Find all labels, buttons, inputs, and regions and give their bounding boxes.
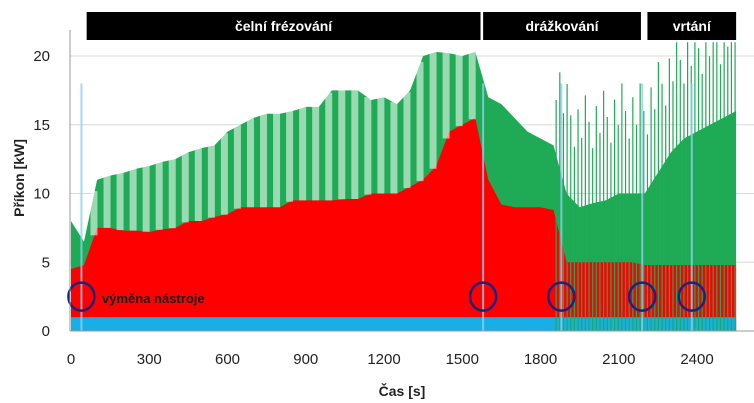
pass-gap — [116, 172, 124, 231]
x-tick-label: 2400 — [680, 351, 713, 368]
pass-gap — [468, 51, 476, 120]
x-tick-label: 600 — [215, 351, 240, 368]
x-tick-label: 1200 — [367, 351, 400, 368]
pass-gap — [273, 112, 281, 208]
x-tick-label: 1500 — [446, 351, 479, 368]
tool-change-annotation: výměna nástroje — [102, 291, 205, 306]
x-tick-label: 0 — [67, 351, 75, 368]
x-tick-label: 2100 — [602, 351, 635, 368]
y-tick-label: 20 — [33, 48, 50, 65]
pass-gap — [181, 152, 189, 223]
phase-bars: čelní frézování drážkování vrtání — [86, 12, 737, 40]
pass-gap — [364, 97, 372, 195]
phase-bar — [483, 12, 641, 40]
y-tick-label: 5 — [42, 254, 50, 271]
pass-gap — [351, 89, 359, 199]
tool-change-circle — [677, 281, 707, 312]
phase-bar — [647, 12, 737, 40]
pass-gap — [455, 54, 463, 127]
pass-gap — [194, 147, 202, 221]
pass-gap — [390, 101, 398, 194]
x-axis-title: Čas [s] — [379, 382, 426, 399]
tool-change-circle — [468, 281, 498, 312]
pass-gap — [416, 61, 424, 182]
pass-gap — [233, 125, 241, 209]
series-layer — [71, 51, 737, 332]
pass-gap — [312, 105, 320, 201]
x-tick-label: 1800 — [524, 351, 557, 368]
pass-gap — [377, 96, 385, 194]
x-tick-label: 900 — [293, 351, 318, 368]
x-tick-labels: 0 300 600 900 1200 1500 1800 2100 2400 — [67, 351, 714, 368]
pass-gap — [142, 165, 150, 232]
pass-gap — [246, 118, 254, 208]
pass-gap — [260, 113, 268, 208]
pass-gap — [338, 89, 346, 200]
pass-gap — [129, 168, 137, 231]
y-tick-labels: 0 5 10 15 20 — [33, 48, 50, 340]
pass-gap — [220, 133, 228, 215]
spike-layer — [90, 42, 736, 331]
x-tick-label: 300 — [137, 351, 162, 368]
pass-gap — [442, 51, 450, 139]
pass-gap — [299, 106, 307, 201]
tool-change-markers — [67, 83, 707, 331]
tool-change-circle — [627, 281, 657, 312]
axes — [69, 30, 754, 332]
y-axis-title: Příkon [kW] — [11, 139, 27, 217]
y-tick-label: 15 — [33, 117, 50, 134]
series-red-area — [71, 117, 737, 332]
phase-bar — [86, 12, 481, 40]
series-base-band — [71, 317, 737, 331]
pass-gap — [168, 158, 176, 229]
phase-label: vrtání — [673, 18, 712, 34]
pass-gap — [103, 175, 111, 228]
tool-change-circle — [67, 281, 96, 312]
pass-gap — [155, 161, 163, 230]
y-tick-label: 10 — [33, 186, 50, 203]
tool-change-circle — [547, 281, 576, 312]
pass-gap — [403, 92, 411, 188]
y-tick-label: 0 — [42, 323, 50, 340]
pass-gap — [90, 191, 98, 236]
pass-gap — [207, 144, 215, 218]
phase-label: drážkování — [525, 18, 599, 34]
phase-label: čelní frézování — [235, 18, 333, 34]
pass-gap — [286, 110, 294, 202]
pass-gap — [325, 92, 333, 201]
pass-gap — [429, 51, 437, 169]
